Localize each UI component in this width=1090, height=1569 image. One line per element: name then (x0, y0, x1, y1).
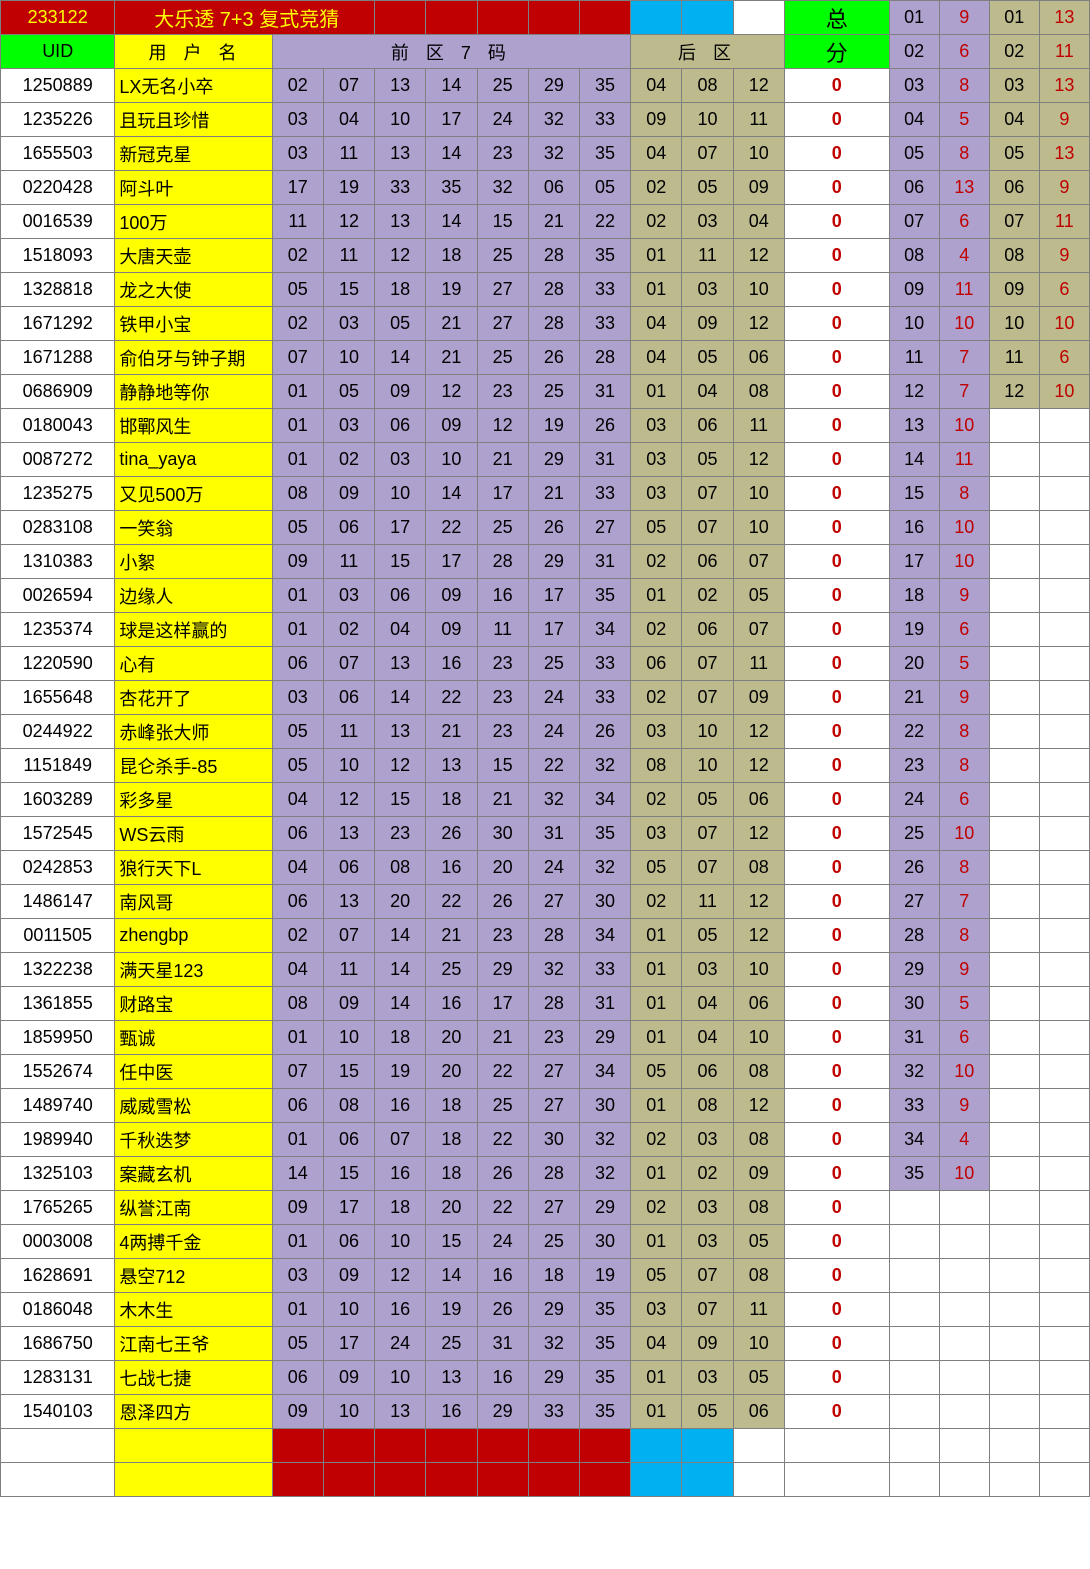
username-cell: 悬空712 (115, 1259, 272, 1293)
header-row-2: UID用 户 名前 区 7 码后 区分0260211 (1, 35, 1090, 69)
username-cell: 财路宝 (115, 987, 272, 1021)
username-cell: 满天星123 (115, 953, 272, 987)
table-row: 0220428阿斗叶1719333532060502050900613069 (1, 171, 1090, 205)
username-cell: 邯鄲风生 (115, 409, 272, 443)
username-cell: 球是这样赢的 (115, 613, 272, 647)
table-row: 0186048木木生011016192629350307110 (1, 1293, 1090, 1327)
table-row: 1603289彩多星041215182132340205060246 (1, 783, 1090, 817)
username-cell: 江南七王爷 (115, 1327, 272, 1361)
username-cell: 俞伯牙与钟子期 (115, 341, 272, 375)
footer-row (1, 1429, 1090, 1463)
table-row: 1572545WS云雨0613232630313503071202510 (1, 817, 1090, 851)
table-row: 1765265纵誉江南091718202227290203080 (1, 1191, 1090, 1225)
table-row: 1628691悬空712030912141618190507080 (1, 1259, 1090, 1293)
username-cell: 案藏玄机 (115, 1157, 272, 1191)
table-row: 0180043邯鄲风生0103060912192603061101310 (1, 409, 1090, 443)
footer-row (1, 1463, 1090, 1497)
username-cell: 任中医 (115, 1055, 272, 1089)
total-label: 总 (784, 1, 889, 35)
username-cell: 纵誉江南 (115, 1191, 272, 1225)
table-row: 1989940千秋迭梦010607182230320203080344 (1, 1123, 1090, 1157)
username-cell: tina_yaya (115, 443, 272, 477)
col-front: 前 区 7 码 (272, 35, 631, 69)
table-row: 1235275又见500万080910141721330307100158 (1, 477, 1090, 511)
username-cell: 一笑翁 (115, 511, 272, 545)
username-cell: 又见500万 (115, 477, 272, 511)
table-row: 0244922赤峰张大师051113212324260310120228 (1, 715, 1090, 749)
table-row: 1361855财路宝080914161728310104060305 (1, 987, 1090, 1021)
table-row: 1489740威威雪松060816182527300108120339 (1, 1089, 1090, 1123)
table-row: 00030084两搏千金010610152425300103050 (1, 1225, 1090, 1259)
username-cell: 心有 (115, 647, 272, 681)
table-row: 1328818龙之大使0515181927283301031000911096 (1, 273, 1090, 307)
table-row: 1671288俞伯牙与钟子期07101421252628040506011711… (1, 341, 1090, 375)
username-cell: 千秋迭梦 (115, 1123, 272, 1157)
username-cell: 阿斗叶 (115, 171, 272, 205)
username-cell: 威威雪松 (115, 1089, 272, 1123)
lottery-prediction-table: 233122大乐透 7+3 复式竞猜总0190113UID用 户 名前 区 7 … (0, 0, 1090, 1497)
table-row: 1220590心有060713162325330607110205 (1, 647, 1090, 681)
username-cell: 且玩且珍惜 (115, 103, 272, 137)
table-row: 1310383小絮0911151728293102060701710 (1, 545, 1090, 579)
header-row-1: 233122大乐透 7+3 复式竞猜总0190113 (1, 1, 1090, 35)
table-row: 0016539100万1112131415212202030400760711 (1, 205, 1090, 239)
username-cell: 龙之大使 (115, 273, 272, 307)
table-row: 1686750江南七王爷051724253132350409100 (1, 1327, 1090, 1361)
username-cell: 静静地等你 (115, 375, 272, 409)
col-back: 后 区 (631, 35, 785, 69)
table-row: 0686909静静地等你0105091223253101040801271210 (1, 375, 1090, 409)
table-row: 1540103恩泽四方091013162933350105060 (1, 1395, 1090, 1429)
username-cell: 4两搏千金 (115, 1225, 272, 1259)
table-row: 1859950甄诚011018202123290104100316 (1, 1021, 1090, 1055)
table-row: 1322238满天星123041114252932330103100299 (1, 953, 1090, 987)
username-cell: 七战七捷 (115, 1361, 272, 1395)
table-row: 0242853狼行天下L040608162024320507080268 (1, 851, 1090, 885)
username-cell: 彩多星 (115, 783, 272, 817)
col-score: 分 (784, 35, 889, 69)
username-cell: WS云雨 (115, 817, 272, 851)
table-row: 1655503新冠克星0311131423323504071000580513 (1, 137, 1090, 171)
col-uid: UID (1, 35, 115, 69)
username-cell: 铁甲小宝 (115, 307, 272, 341)
username-cell: 小絮 (115, 545, 272, 579)
username-cell: 恩泽四方 (115, 1395, 272, 1429)
table-row: 1671292铁甲小宝02030521272833040912010101010 (1, 307, 1090, 341)
table-row: 1486147南风哥061320222627300211120277 (1, 885, 1090, 919)
table-row: 1325103案藏玄机1415161826283201020903510 (1, 1157, 1090, 1191)
table-row: 1235374球是这样赢的010204091117340206070196 (1, 613, 1090, 647)
table-row: 1151849昆仑杀手-85051012131522320810120238 (1, 749, 1090, 783)
table-row: 1518093大唐天壶021112182528350111120084089 (1, 239, 1090, 273)
table-row: 0026594边缘人010306091617350102050189 (1, 579, 1090, 613)
table-row: 0011505zhengbp020714212328340105120288 (1, 919, 1090, 953)
table-row: 1283131七战七捷060910131629350103050 (1, 1361, 1090, 1395)
col-username: 用 户 名 (115, 35, 272, 69)
username-cell: 边缘人 (115, 579, 272, 613)
username-cell: 南风哥 (115, 885, 272, 919)
table-row: 1552674任中医0715192022273405060803210 (1, 1055, 1090, 1089)
username-cell: 杏花开了 (115, 681, 272, 715)
username-cell: 木木生 (115, 1293, 272, 1327)
username-cell: 新冠克星 (115, 137, 272, 171)
username-cell: 大唐天壶 (115, 239, 272, 273)
username-cell: LX无名小卒 (115, 69, 272, 103)
table-row: 1655648杏花开了030614222324330207090219 (1, 681, 1090, 715)
username-cell: 狼行天下L (115, 851, 272, 885)
table-row: 1235226且玩且珍惜030410172432330910110045049 (1, 103, 1090, 137)
username-cell: zhengbp (115, 919, 272, 953)
table-row: 1250889LX无名小卒020713142529350408120038031… (1, 69, 1090, 103)
table-row: 0087272tina_yaya010203102129310305120141… (1, 443, 1090, 477)
username-cell: 赤峰张大师 (115, 715, 272, 749)
title: 大乐透 7+3 复式竞猜 (115, 1, 375, 35)
username-cell: 昆仑杀手-85 (115, 749, 272, 783)
username-cell: 100万 (115, 205, 272, 239)
username-cell: 甄诚 (115, 1021, 272, 1055)
table-row: 0283108一笑翁0506172225262705071001610 (1, 511, 1090, 545)
